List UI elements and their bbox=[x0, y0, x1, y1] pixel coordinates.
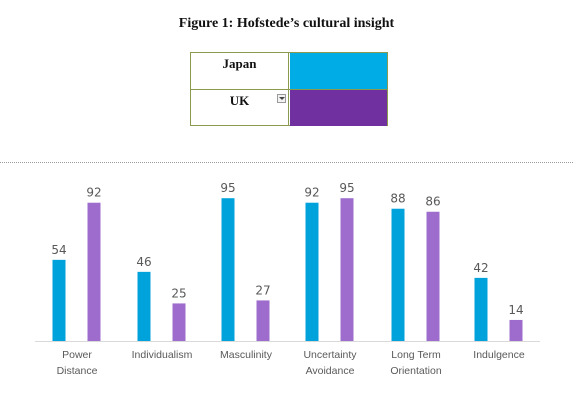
bar-uk-5 bbox=[509, 319, 523, 341]
bar-japan-5 bbox=[474, 277, 488, 341]
category-label-4-0: Long Term bbox=[391, 349, 441, 361]
data-label-uk-3: 95 bbox=[339, 181, 354, 195]
legend-row-uk: UK bbox=[191, 90, 387, 126]
bar-chart: 54 92 Power Distance 46 25 Individualism 95 27 Ma… bbox=[35, 181, 540, 377]
category-label-3-1: Avoidance bbox=[306, 365, 355, 377]
data-label-japan-0: 54 bbox=[51, 243, 66, 257]
category-label-0-0: Power bbox=[62, 349, 92, 361]
legend-label-japan: Japan bbox=[191, 53, 289, 89]
bar-japan-3 bbox=[305, 202, 319, 341]
data-label-uk-5: 14 bbox=[508, 303, 523, 317]
bar-uk-0 bbox=[87, 202, 101, 341]
bar-uk-3 bbox=[340, 198, 354, 341]
data-label-uk-0: 92 bbox=[86, 186, 101, 200]
bar-japan-4 bbox=[391, 208, 405, 341]
legend-swatch-japan bbox=[290, 53, 387, 89]
category-label-1-0: Individualism bbox=[132, 349, 193, 361]
category-label-5-0: Indulgence bbox=[473, 349, 525, 361]
data-label-japan-4: 88 bbox=[390, 192, 405, 206]
bar-uk-1 bbox=[172, 303, 186, 341]
data-label-japan-1: 46 bbox=[136, 255, 151, 269]
category-label-0-1: Distance bbox=[57, 365, 98, 377]
category-label-2-0: Masculinity bbox=[220, 349, 273, 361]
page-title: Figure 1: Hofstede’s cultural insight bbox=[178, 16, 395, 31]
bar-uk-2 bbox=[256, 300, 270, 341]
legend-swatch-uk bbox=[290, 90, 387, 126]
dropdown-arrow-icon[interactable] bbox=[277, 94, 286, 103]
bar-japan-0 bbox=[52, 259, 66, 341]
data-label-japan-3: 92 bbox=[304, 186, 319, 200]
bar-japan-1 bbox=[137, 271, 151, 341]
data-label-japan-5: 42 bbox=[473, 261, 488, 275]
legend-label-uk: UK bbox=[191, 90, 289, 126]
data-label-japan-2: 95 bbox=[220, 181, 235, 195]
section-divider bbox=[0, 162, 573, 163]
data-label-uk-1: 25 bbox=[171, 286, 186, 300]
bar-japan-2 bbox=[221, 198, 235, 341]
data-label-uk-4: 86 bbox=[425, 195, 440, 209]
data-label-uk-2: 27 bbox=[255, 283, 270, 297]
category-label-3-0: Uncertainty bbox=[303, 349, 357, 361]
bar-uk-4 bbox=[426, 211, 440, 341]
legend-table: Japan UK bbox=[190, 52, 388, 126]
legend-row-japan: Japan bbox=[191, 53, 387, 90]
category-label-4-1: Orientation bbox=[390, 365, 442, 377]
